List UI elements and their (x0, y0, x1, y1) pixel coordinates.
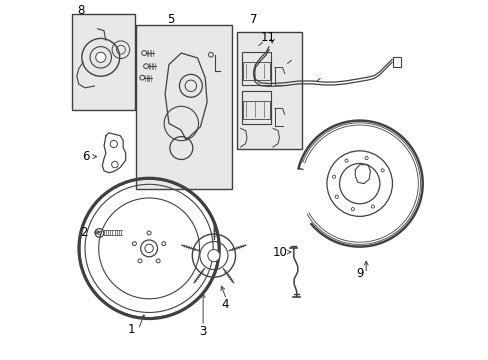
Text: 11: 11 (260, 31, 275, 44)
Bar (237, 32, 302, 149)
Text: 2: 2 (80, 226, 87, 239)
Text: 4: 4 (221, 298, 228, 311)
Text: 8: 8 (77, 4, 84, 17)
Text: 9: 9 (355, 267, 363, 280)
Bar (242, 52, 270, 85)
Bar (243, 101, 269, 119)
Bar (136, 25, 231, 189)
Circle shape (96, 52, 105, 62)
Text: 1: 1 (127, 323, 135, 336)
Bar (242, 91, 270, 123)
Text: 5: 5 (167, 13, 174, 26)
Text: 3: 3 (199, 325, 206, 338)
Circle shape (144, 244, 153, 253)
Bar (243, 62, 269, 80)
Circle shape (207, 249, 220, 262)
Bar (72, 14, 135, 110)
Text: 6: 6 (81, 150, 89, 163)
Bar (392, 57, 400, 67)
Text: 7: 7 (249, 13, 257, 26)
Text: 10: 10 (272, 246, 287, 258)
